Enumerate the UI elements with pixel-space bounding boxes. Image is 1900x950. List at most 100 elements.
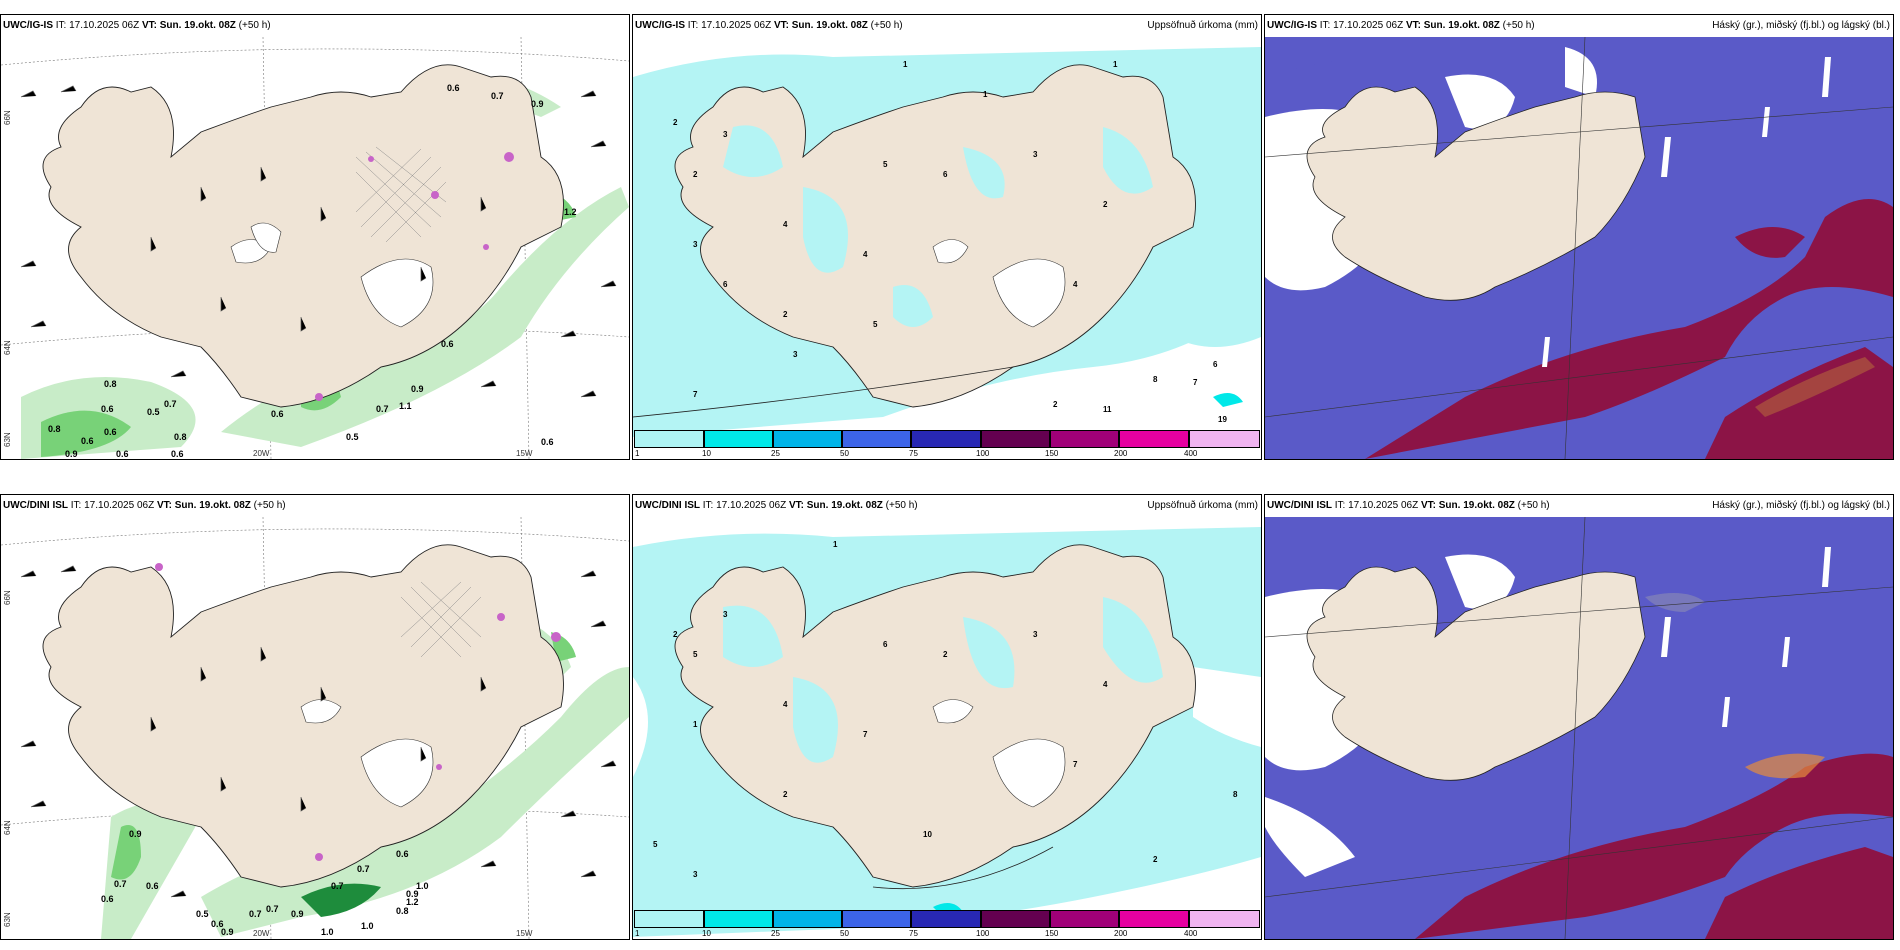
accum-label: 5 [873,320,878,329]
wind-precip-map: 0.8 0.6 0.7 0.9 1.2 0.6 0.6 0.8 0.5 0.7 … [1,37,629,459]
precip-label: 0.6 [101,404,114,414]
colorbar-tick: 25 [771,929,780,938]
hatch-area [400,581,482,658]
lat-label-64n: 64N [3,340,12,355]
accum-label: 19 [1218,415,1227,424]
colorbar-box [1119,910,1189,928]
colorbar-box [773,430,842,448]
panel-top-accum: UWC/IG-IS IT: 17.10.2025 06Z VT: Sun. 19… [632,14,1262,460]
colorbar: 1 10 25 50 75 100 150 200 400 [634,430,1260,458]
heavy-precip-spots [315,152,514,401]
precip-label: 0.6 [101,894,114,904]
accum-label: 2 [1053,400,1058,409]
accum-label: 6 [723,280,728,289]
accum-label: 4 [783,220,788,229]
map-area[interactable]: 1 2 3 4 5 6 2 3 4 7 8 1 2 5 14 3 2 10 7 [633,517,1261,939]
colorbar-tick: 10 [702,449,711,458]
colorbar-box [1050,910,1119,928]
accum-label: 5 [653,840,658,849]
iceland-land [1306,86,1646,301]
precip-label: 0.8 [48,424,61,434]
it-label: IT: [1334,500,1346,511]
colorbar-tick: 400 [1184,929,1198,938]
lead-time: (+50 h) [1517,500,1550,511]
model-name: UWC/IG-IS [635,20,685,31]
map-area[interactable]: 0.8 0.6 0.7 0.9 1.2 0.6 0.6 0.8 0.5 0.7 … [1,37,629,459]
it-value: 17.10.2025 06Z [1333,20,1404,31]
vt-value: Sun. 19.okt. 08Z [174,500,251,511]
accum-label: 7 [1073,760,1078,769]
precip-label: 0.6 [171,449,184,459]
colorbar-box [842,910,911,928]
accum-label: 2 [943,650,948,659]
lead-time: (+50 h) [1502,20,1535,31]
colorbar-tick: 100 [976,929,990,938]
accum-label: 2 [783,790,788,799]
precip-label: 0.5 [346,432,359,442]
colorbar-tick: 100 [976,449,990,458]
accum-label: 11 [1103,405,1112,414]
colorbar-tick: 75 [909,929,918,938]
it-label: IT: [702,500,714,511]
colorbar-tick: 75 [909,449,918,458]
lon-label-20w: 20W [253,449,270,458]
colorbar-box [704,910,773,928]
accum-label: 3 [793,350,798,359]
accum-label: 2 [1103,200,1108,209]
accum-label: 3 [693,240,698,249]
it-label: IT: [70,500,82,511]
grid-lines [1,37,629,459]
it-label: IT: [1319,20,1331,31]
accum-label: 3 [1033,630,1038,639]
accum-label: 2 [673,118,678,127]
map-area[interactable] [1265,37,1893,459]
colorbar-tick: 400 [1184,449,1198,458]
lon-label-15w: 15W [516,449,533,458]
accum-label: 1 [833,540,838,549]
accum-label: 1 [693,720,698,729]
model-name: UWC/DINI ISL [635,500,700,511]
iceland-land [1306,566,1646,781]
lat-label-66n: 66N [3,590,12,605]
accum-label: 4 [863,250,868,259]
vt-label: VT: [788,500,804,511]
colorbar-tick: 150 [1045,449,1059,458]
accum-label: 3 [723,130,728,139]
accum-label: 7 [1193,378,1198,387]
colorbar-box [981,430,1050,448]
lat-label-66n: 66N [3,110,12,125]
map-area[interactable]: 1 2 3 4 2 5 6 3 2 4 1 3 2 6 1 5 7 8 6 7 [633,37,1261,459]
lead-time: (+50 h) [253,500,286,511]
vt-label: VT: [156,500,172,511]
accum-label: 3 [723,610,728,619]
lon-label-15w: 15W [516,929,533,938]
panel-header: UWC/DINI ISL IT: 17.10.2025 06Z VT: Sun.… [1265,495,1893,517]
accum-label: 8 [1233,790,1238,799]
colorbar-tick: 1 [635,449,640,458]
accum-label: 6 [883,640,888,649]
accum-label: 2 [693,170,698,179]
model-name: UWC/DINI ISL [1267,500,1332,511]
vt-value: Sun. 19.okt. 08Z [791,20,868,31]
panel-top-cloud: UWC/IG-IS IT: 17.10.2025 06Z VT: Sun. 19… [1264,14,1894,460]
precip-label: 0.7 [357,864,370,874]
precip-label: 0.6 [396,849,409,859]
accum-label: 6 [943,170,948,179]
wind-precip-map: 0.9 0.7 0.6 0.6 0.5 0.6 0.9 0.7 0.7 0.9 … [1,517,629,939]
panel-top-windprecip: UWC/IG-IS IT: 17.10.2025 06Z VT: Sun. 19… [0,14,630,460]
lead-time: (+50 h) [885,500,918,511]
map-area[interactable] [1265,517,1893,939]
accum-label: 7 [863,730,868,739]
accum-label: 3 [1033,150,1038,159]
precip-label: 0.9 [531,99,544,109]
it-value: 17.10.2025 06Z [84,500,155,511]
colorbar-tick: 200 [1114,449,1128,458]
precip-label: 0.9 [411,384,424,394]
hatch-area [355,146,447,243]
colorbar: 1 10 25 50 75 100 150 200 400 [634,910,1260,938]
map-area[interactable]: 0.9 0.7 0.6 0.6 0.5 0.6 0.9 0.7 0.7 0.9 … [1,517,629,939]
it-value: 17.10.2025 06Z [701,20,772,31]
panel-header: UWC/DINI ISL IT: 17.10.2025 06Z VT: Sun.… [1,495,629,517]
precip-label: 0.6 [447,83,460,93]
accum-label: 1 [983,90,988,99]
